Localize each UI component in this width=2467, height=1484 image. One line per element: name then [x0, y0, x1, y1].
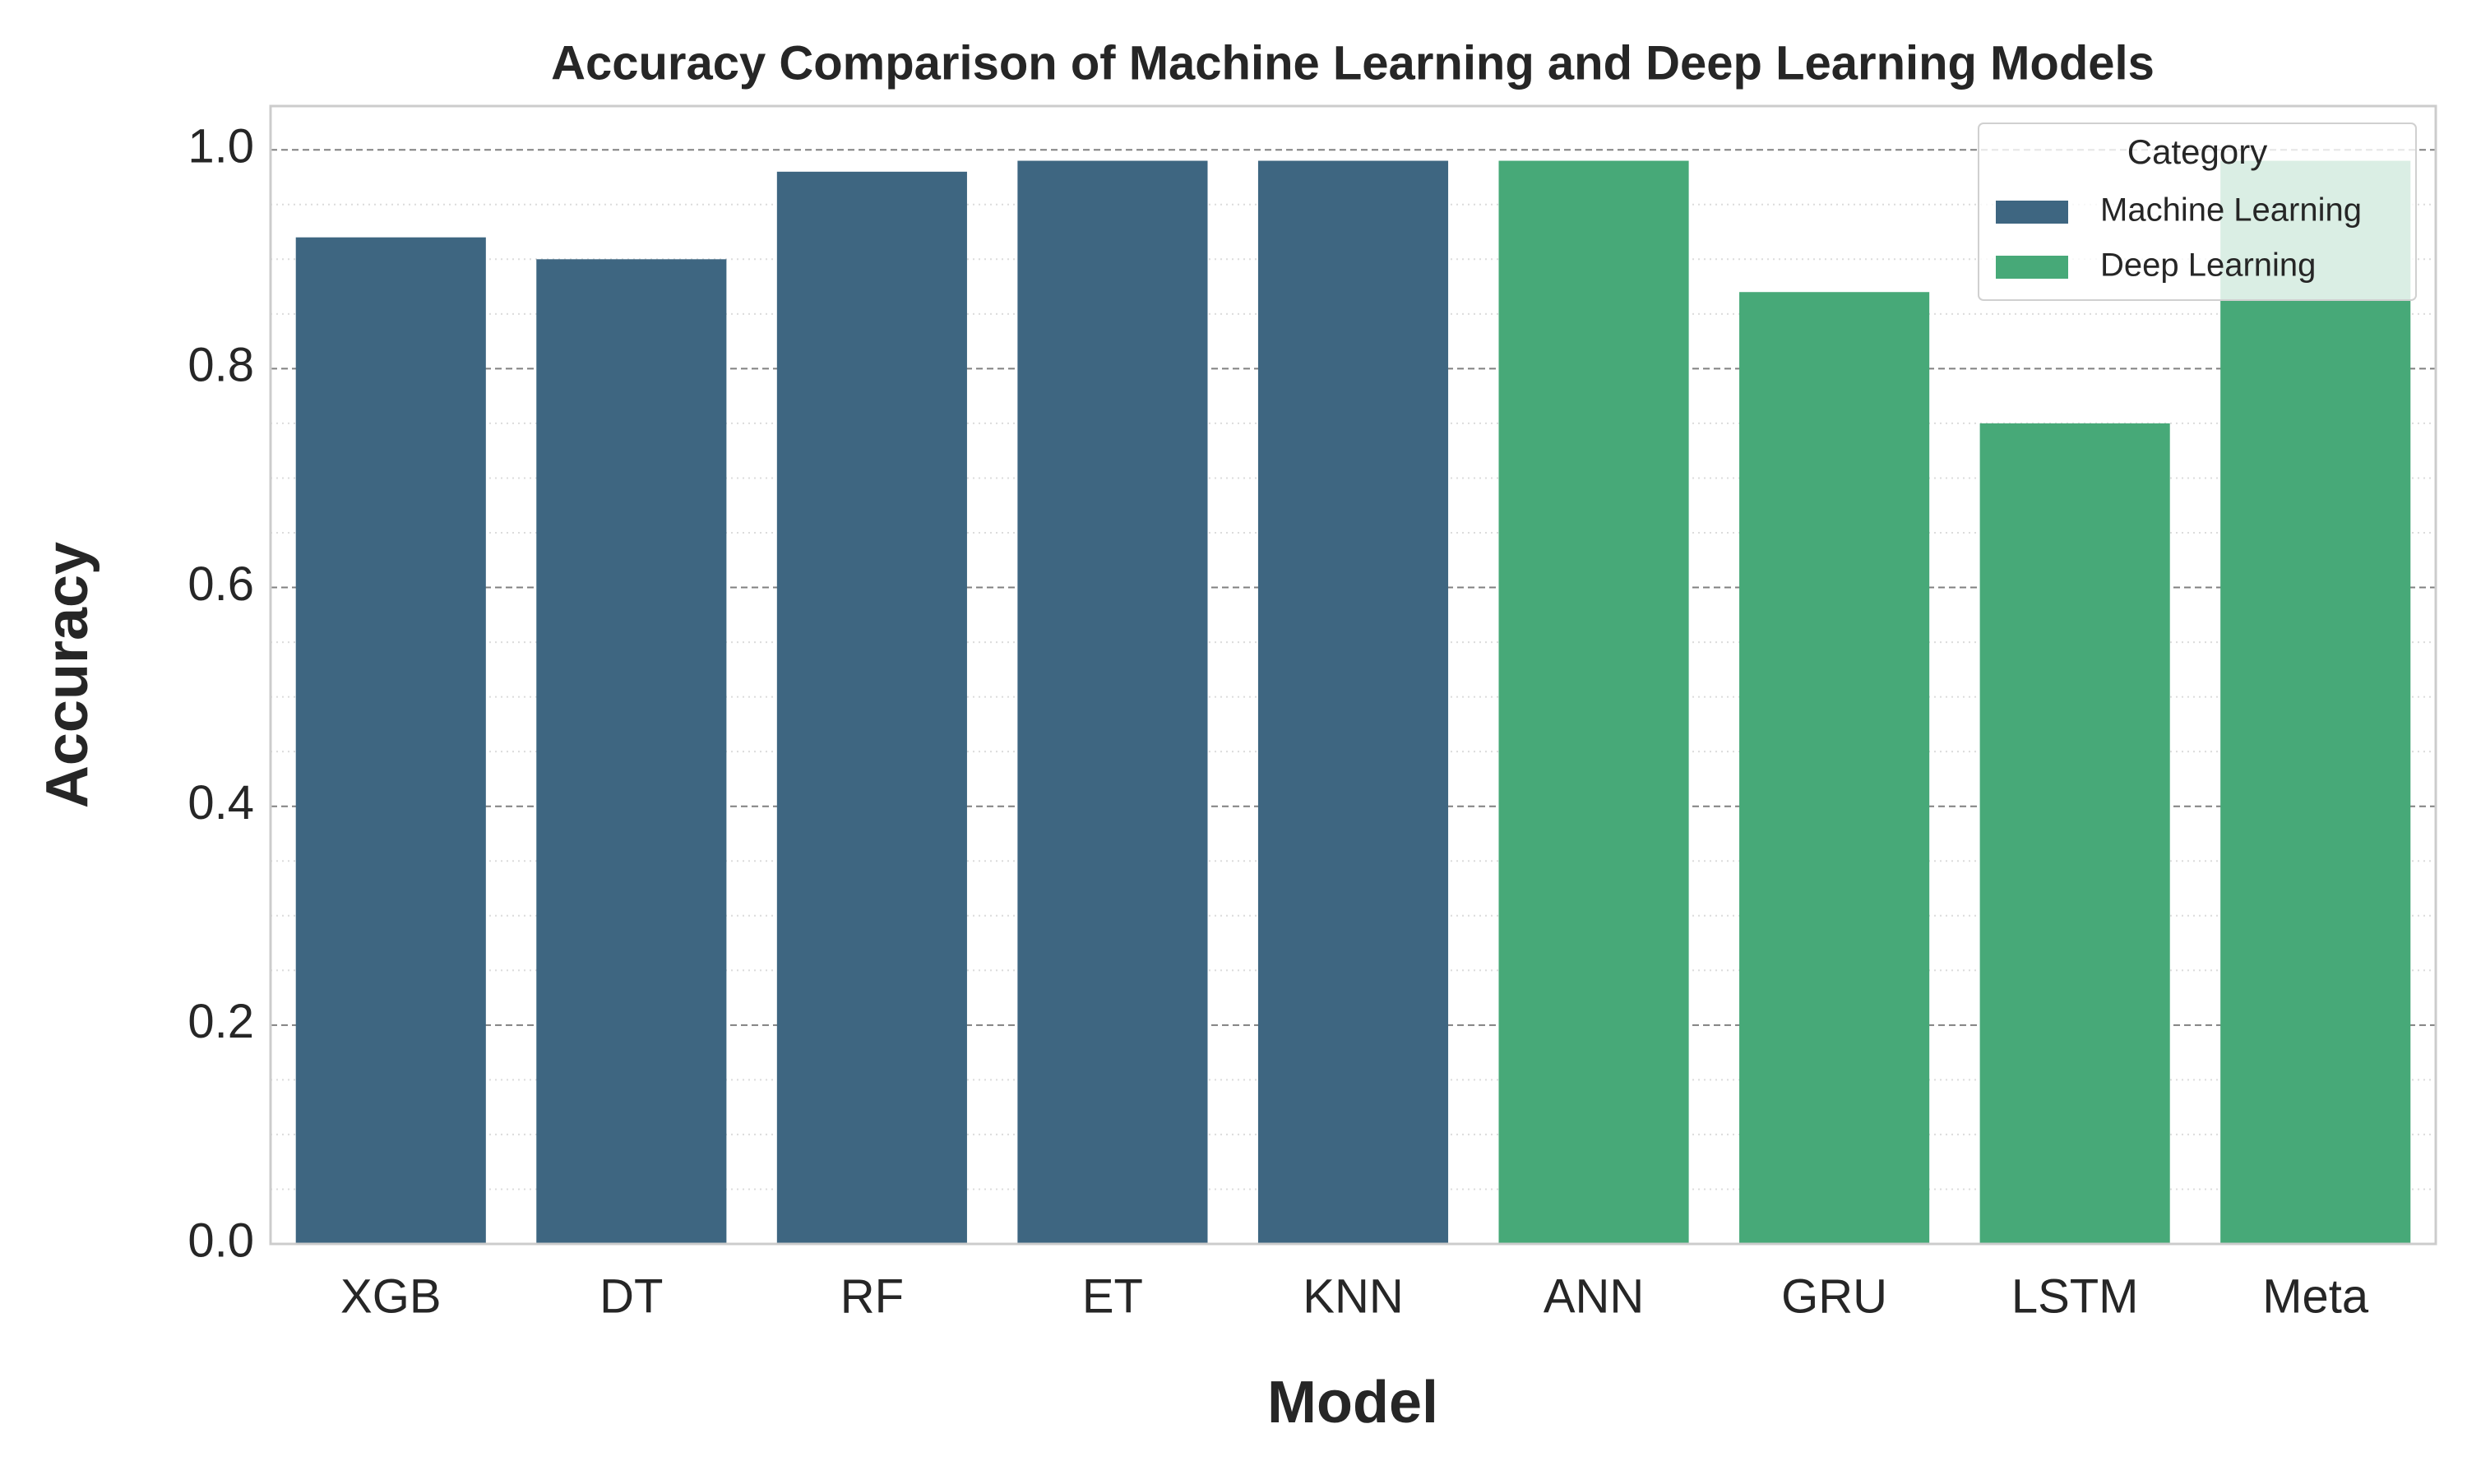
bar: [1739, 292, 1930, 1245]
x-tick-label: KNN: [1303, 1269, 1403, 1323]
bar: [1257, 160, 1449, 1245]
bar: [1979, 423, 2170, 1244]
legend-title: Category: [2127, 132, 2267, 171]
x-tick-label: ANN: [1544, 1269, 1644, 1323]
x-tick-label: GRU: [1781, 1269, 1887, 1323]
plot-border: [269, 104, 2437, 1246]
x-tick-label: Meta: [2262, 1269, 2369, 1323]
chart-title: Accuracy Comparison of Machine Learning …: [551, 36, 2155, 90]
y-tick-label: 0.0: [187, 1214, 254, 1267]
legend-label: Deep Learning: [2100, 247, 2316, 284]
x-tick-label: RF: [840, 1269, 904, 1323]
bar: [295, 237, 486, 1244]
legend-swatch: [1996, 256, 2068, 279]
y-tick-label: 0.6: [187, 557, 254, 611]
x-tick-label: LSTM: [2011, 1269, 2139, 1323]
bar: [776, 171, 967, 1244]
legend-label: Machine Learning: [2100, 192, 2362, 229]
legend-box: [1978, 123, 2417, 301]
y-tick-label: 0.8: [187, 339, 254, 392]
bar: [1498, 160, 1689, 1245]
y-tick-label: 0.4: [187, 776, 254, 830]
y-tick-label: 0.2: [187, 995, 254, 1048]
bar: [1017, 160, 1208, 1245]
x-tick-label: DT: [599, 1269, 663, 1323]
x-tick-label: ET: [1082, 1269, 1143, 1323]
x-axis-label: Model: [1267, 1370, 1438, 1435]
x-tick-label: XGB: [340, 1269, 442, 1323]
bar: [536, 259, 727, 1245]
bar: [2220, 160, 2411, 1245]
y-tick-label: 1.0: [187, 120, 254, 173]
y-axis-label: Accuracy: [35, 542, 100, 808]
legend-swatch: [1996, 201, 2068, 224]
